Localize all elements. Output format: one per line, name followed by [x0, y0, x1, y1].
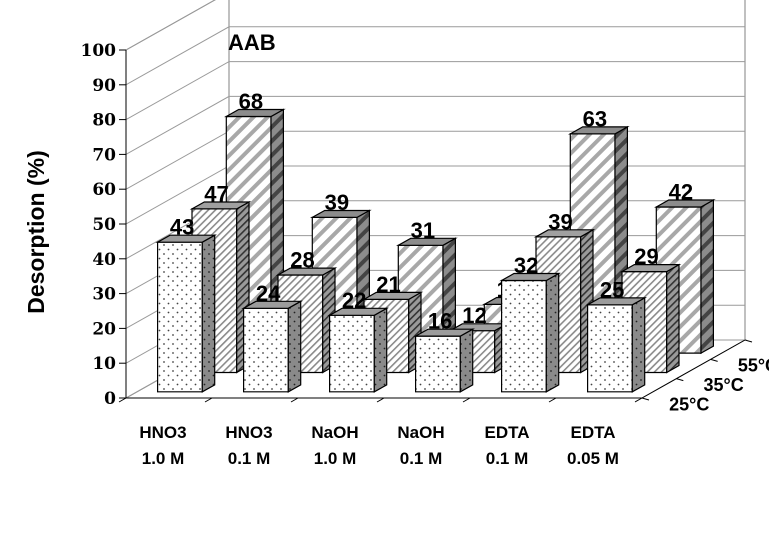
- bar: 16: [413, 309, 476, 393]
- x-tick-mark: [462, 397, 471, 403]
- y-axis-label: Desorption (%): [23, 150, 49, 314]
- y-tick-label: 10: [92, 354, 116, 374]
- y-tick-label: 60: [92, 180, 116, 200]
- bar-top-face: [619, 264, 682, 273]
- bar-data-label: 25: [600, 277, 624, 302]
- series-depth-labels: 25°C35°C55°C: [641, 339, 769, 414]
- bar-top-face: [275, 267, 338, 276]
- bar-top-face: [189, 201, 252, 210]
- bar-data-label: 43: [170, 215, 194, 240]
- bar: 25: [585, 277, 648, 393]
- y-tick-label: 40: [92, 250, 116, 270]
- x-category-label: EDTA 0.1 M: [484, 423, 529, 468]
- z-tick-mark: [641, 397, 650, 401]
- x-tick-mark: [634, 397, 643, 403]
- x-tick-mark: [548, 397, 557, 403]
- x-tick-mark: [290, 397, 299, 403]
- bar-data-label: 68: [239, 89, 263, 114]
- z-tick-mark: [744, 339, 753, 343]
- bar-data-label: 47: [204, 181, 228, 206]
- bar-data-label: 63: [583, 106, 607, 131]
- chart-title: AAB: [228, 30, 276, 55]
- bar-top-face: [499, 272, 561, 282]
- gridline: [125, 26, 745, 86]
- bar-side-face: [201, 234, 216, 393]
- gridline: [125, 95, 745, 155]
- category-labels: HNO3 1.0 M HNO3 0.1 M NaOH 1.0 M NaOH 0.1 M EDTA…: [118, 397, 643, 468]
- bar-data-label: 24: [256, 281, 281, 306]
- bar-data-label: 42: [669, 180, 693, 205]
- bar-side-face: [631, 296, 646, 393]
- x-tick-mark: [118, 397, 127, 403]
- series-label: 25°C: [669, 394, 709, 414]
- series-label: 35°C: [704, 375, 744, 395]
- bar-top-face: [568, 126, 630, 135]
- bar-side-face: [287, 300, 302, 393]
- x-category-label: HNO3 1.0 M: [139, 423, 186, 468]
- y-axis-ticks: 0 10 20 30 40 50 60 70 80 90 100: [81, 41, 126, 409]
- bar-data-label: 16: [428, 309, 452, 334]
- bar-data-label: 39: [548, 209, 572, 234]
- bar-top-face: [241, 300, 303, 309]
- bar-front-face: [243, 307, 289, 393]
- bar-side-face: [666, 263, 680, 374]
- y-tick-label: 90: [92, 76, 116, 96]
- bar-data-label: 29: [634, 244, 658, 269]
- bar: 43: [155, 215, 217, 393]
- bar-top-face: [533, 229, 596, 238]
- bar-front-face: [157, 241, 203, 393]
- bar-data-label: 12: [462, 303, 486, 328]
- bars-layer: 683931146342472821123929432422163225: [155, 89, 716, 393]
- gridline: [125, 0, 216, 51]
- bar-top-face: [224, 108, 286, 118]
- bar-front-face: [501, 279, 547, 393]
- z-tick-mark: [676, 378, 684, 382]
- bar: 32: [499, 253, 561, 393]
- bar-data-label: 22: [342, 288, 366, 313]
- bar-data-label: 39: [325, 190, 349, 215]
- bar: 22: [327, 288, 389, 393]
- y-tick-label: 100: [81, 41, 117, 61]
- bar-top-face: [413, 328, 476, 337]
- bar-top-face: [585, 297, 648, 306]
- bar-top-face: [155, 234, 217, 243]
- bar-data-label: 31: [411, 218, 435, 243]
- bar-side-face: [373, 307, 388, 393]
- z-tick-mark: [710, 358, 718, 362]
- y-tick-label: 80: [92, 111, 116, 131]
- bar-data-label: 21: [376, 272, 400, 297]
- y-tick-label: 50: [92, 215, 116, 235]
- bar-top-face: [654, 199, 716, 208]
- y-tick-label: 70: [92, 145, 116, 165]
- bar-side-face: [459, 328, 474, 393]
- bar-top-face: [309, 209, 372, 218]
- bar-side-face: [700, 198, 715, 355]
- z-axis-line: [641, 339, 746, 399]
- bar: 24: [241, 281, 303, 393]
- y-tick-label: 0: [104, 389, 116, 409]
- bar-front-face: [586, 304, 633, 393]
- series-label: 55°C: [738, 356, 769, 376]
- x-category-label: HNO3 0.1 M: [225, 423, 272, 468]
- bar-data-label: 32: [514, 253, 538, 278]
- gridline: [125, 61, 745, 121]
- bar-front-face: [329, 314, 375, 393]
- x-category-label: EDTA 0.05 M: [567, 423, 619, 468]
- x-tick-mark: [204, 397, 213, 403]
- y-tick-label: 20: [92, 319, 116, 339]
- bar-top-face: [361, 291, 424, 300]
- bar-front-face: [415, 335, 461, 393]
- bar-side-face: [545, 272, 560, 393]
- bar-top-face: [396, 237, 458, 246]
- bar-top-face: [327, 307, 389, 316]
- bar-data-label: 28: [290, 248, 314, 273]
- x-category-label: NaOH 1.0 M: [311, 423, 358, 468]
- x-tick-mark: [376, 397, 385, 403]
- x-category-label: NaOH 0.1 M: [397, 423, 444, 468]
- y-tick-label: 30: [92, 285, 116, 305]
